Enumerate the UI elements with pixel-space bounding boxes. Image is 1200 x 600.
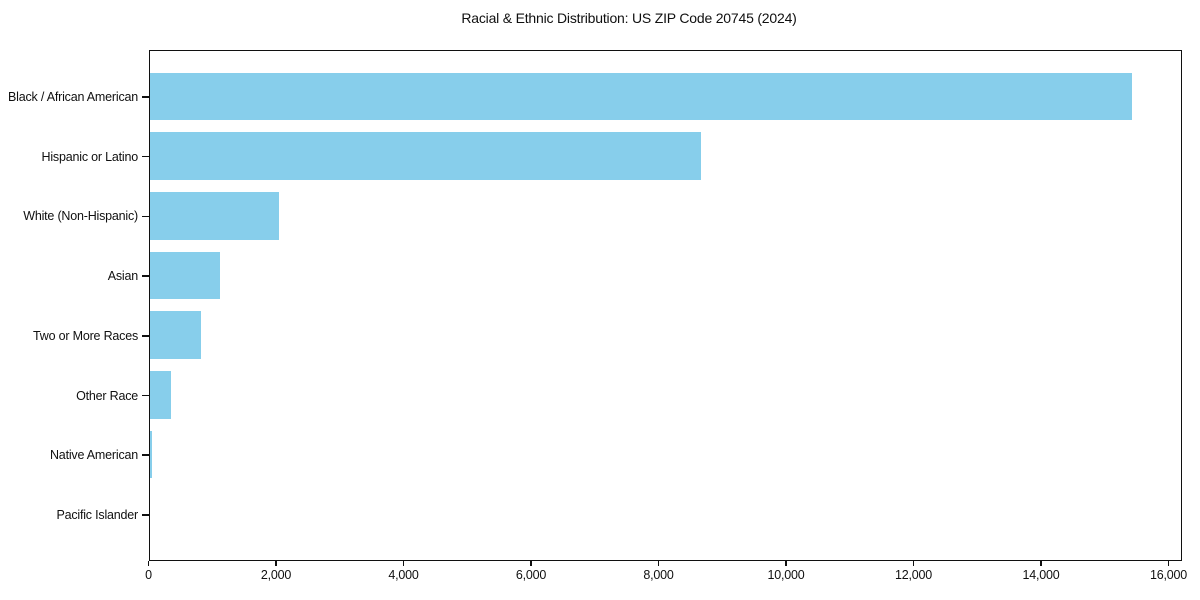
- y-tick-label-white-non-hispanic: White (Non-Hispanic): [23, 209, 138, 224]
- y-tick-label-native-american: Native American: [49, 448, 138, 463]
- y-tick-mark: [141, 96, 149, 98]
- x-tick-label-8-000: 8,000: [643, 568, 674, 582]
- x-tick-mark: [147, 561, 150, 566]
- x-tick-mark: [912, 561, 915, 566]
- x-tick-label-0: 0: [145, 568, 152, 582]
- y-tick-label-asian: Asian: [107, 269, 138, 284]
- plot-area: [148, 49, 1182, 561]
- y-tick-label-black-african-american: Black / African American: [8, 90, 138, 104]
- y-tick-mark: [141, 335, 149, 337]
- x-tick-mark: [530, 561, 532, 566]
- x-tick-label-16-000: 16,000: [1149, 568, 1188, 582]
- x-tick-label-10-000: 10,000: [767, 568, 805, 582]
- x-tick-mark: [657, 561, 660, 566]
- x-tick-mark: [1040, 561, 1042, 566]
- bar-black-african-american: [149, 72, 1132, 121]
- y-tick-label-two-or-more-races: Two or More Races: [33, 328, 138, 343]
- y-tick-label-hispanic-or-latino: Hispanic or Latino: [41, 149, 139, 164]
- x-tick-mark: [402, 561, 405, 566]
- y-tick-mark: [141, 394, 149, 397]
- y-tick-mark: [141, 155, 149, 158]
- bar-two-or-more-races: [149, 311, 201, 359]
- chart-title: Racial & Ethnic Distribution: US ZIP Cod…: [461, 10, 797, 26]
- x-tick-label-4-000: 4,000: [388, 568, 419, 582]
- y-tick-mark: [141, 514, 149, 516]
- x-tick-mark: [275, 561, 277, 566]
- x-tick-label-2-000: 2,000: [260, 568, 292, 582]
- x-tick-mark: [1167, 561, 1170, 566]
- bar-white-non-hispanic: [149, 192, 279, 240]
- y-tick-label-pacific-islander: Pacific Islander: [56, 507, 138, 522]
- bar-native-american: [149, 430, 152, 479]
- y-tick-mark: [141, 454, 149, 456]
- x-tick-label-14-000: 14,000: [1022, 568, 1060, 582]
- y-tick-label-other-race: Other Race: [76, 388, 138, 403]
- x-tick-mark: [785, 561, 787, 566]
- bar-hispanic-or-latino: [149, 132, 702, 180]
- bar-other-race: [149, 371, 171, 419]
- y-tick-mark: [141, 275, 149, 277]
- x-tick-label-12-000: 12,000: [894, 568, 933, 582]
- y-tick-mark: [141, 215, 149, 218]
- bar-asian: [149, 251, 220, 300]
- x-tick-label-6-000: 6,000: [515, 568, 547, 582]
